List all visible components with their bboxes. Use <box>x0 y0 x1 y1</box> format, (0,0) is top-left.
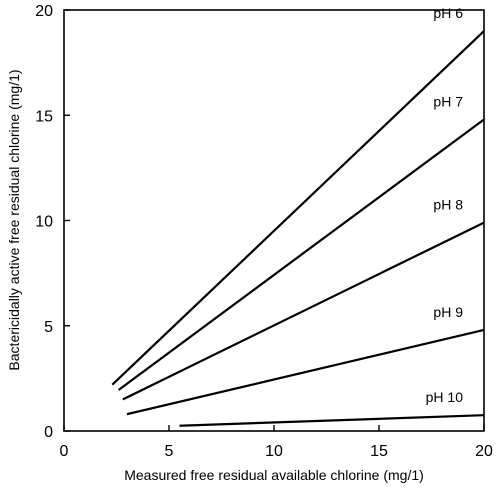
x-axis-title: Measured free residual available chlorin… <box>124 467 424 483</box>
x-tick-label: 5 <box>165 443 174 460</box>
series-lines <box>111 30 485 427</box>
y-tick-label: 15 <box>35 108 53 125</box>
x-axis-ticks: 0 5 10 15 20 <box>60 425 493 460</box>
y-tick-label: 10 <box>35 214 53 231</box>
y-tick-label: 0 <box>44 424 53 441</box>
y-axis-title: Bactericidally active free residual chlo… <box>6 69 22 370</box>
series-label-4: pH 9 <box>433 304 463 320</box>
y-tick-label: 5 <box>44 319 53 336</box>
series-label-3: pH 8 <box>433 197 463 213</box>
series-line-2 <box>117 118 485 391</box>
series-label-5: pH 10 <box>426 389 464 405</box>
series-line-3 <box>122 221 485 401</box>
plot-frame <box>63 9 485 432</box>
series-line-5 <box>179 414 485 427</box>
series-line-4 <box>126 328 485 416</box>
series-line-1 <box>111 30 485 386</box>
x-tick-label: 10 <box>265 443 283 460</box>
y-tick-label: 20 <box>35 3 53 20</box>
series-label-1: pH 6 <box>433 5 463 21</box>
series-label-2: pH 7 <box>433 93 463 109</box>
x-tick-label: 0 <box>60 443 69 460</box>
plot-border <box>63 9 485 432</box>
series-labels: pH 6 pH 7 pH 8 pH 9 pH 10 <box>426 5 464 405</box>
x-tick-label: 20 <box>475 443 493 460</box>
x-tick-label: 15 <box>370 443 388 460</box>
y-axis-ticks: 0 5 10 15 20 <box>35 3 70 441</box>
